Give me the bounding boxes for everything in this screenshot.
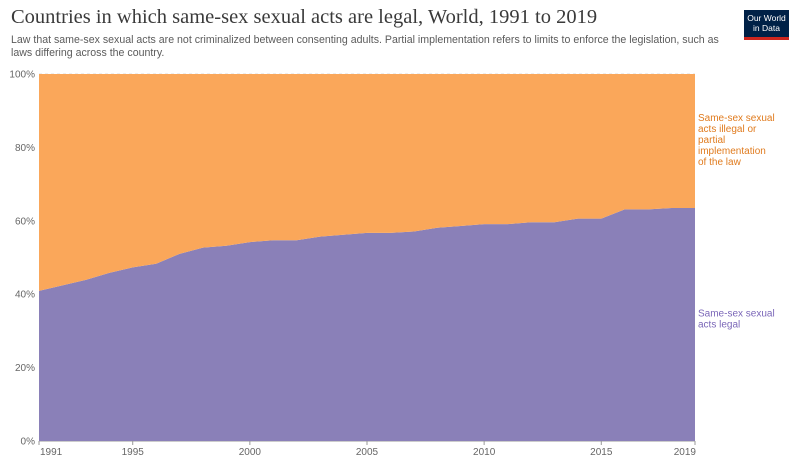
series-label-line: Same-sex sexual	[698, 308, 775, 319]
series-label-1: Same-sex sexual acts legal	[698, 308, 775, 330]
chart-title: Countries in which same-sex sexual acts …	[11, 6, 598, 28]
series-label-line: Same-sex sexual	[698, 113, 775, 124]
y-tick-label: 60%	[15, 216, 35, 227]
area-series-1	[39, 207, 695, 441]
x-tick-label: 2005	[356, 447, 379, 458]
y-tick-label: 80%	[15, 143, 35, 154]
chart-subtitle: Law that same-sex sexual acts are not cr…	[11, 34, 719, 59]
y-tick-label: 100%	[9, 70, 35, 81]
logo-line-1: Our World	[747, 13, 786, 23]
logo-line-2: in Data	[753, 22, 780, 33]
owid-logo[interactable]: Our World in Data	[744, 10, 789, 40]
y-tick-label: 0%	[21, 437, 36, 448]
series-label-line: acts illegal or	[698, 124, 757, 135]
series-label-line: partial	[698, 135, 725, 146]
series-label-line: implementation	[698, 146, 766, 157]
area-series-2	[39, 74, 695, 291]
series-label-line: of the law	[698, 157, 742, 168]
y-tick-label: 20%	[15, 363, 35, 374]
x-tick-label: 2000	[239, 447, 262, 458]
x-tick-label: 2015	[590, 447, 613, 458]
x-tick-label: 1991	[40, 447, 63, 458]
chart-areas	[39, 74, 695, 441]
y-tick-label: 40%	[15, 290, 35, 301]
x-tick-label: 2019	[674, 447, 697, 458]
x-axis-ticks: 1991 1995 2000 2005 2010 2015 2019	[38, 441, 697, 458]
x-tick-label: 1995	[122, 447, 145, 458]
series-label-2: Same-sex sexual acts illegal or partial imp…	[698, 113, 775, 168]
series-label-line: acts legal	[698, 319, 740, 330]
x-tick-label: 2010	[473, 447, 496, 458]
y-axis-ticks: 0% 20% 40% 60% 80% 100%	[9, 70, 35, 448]
